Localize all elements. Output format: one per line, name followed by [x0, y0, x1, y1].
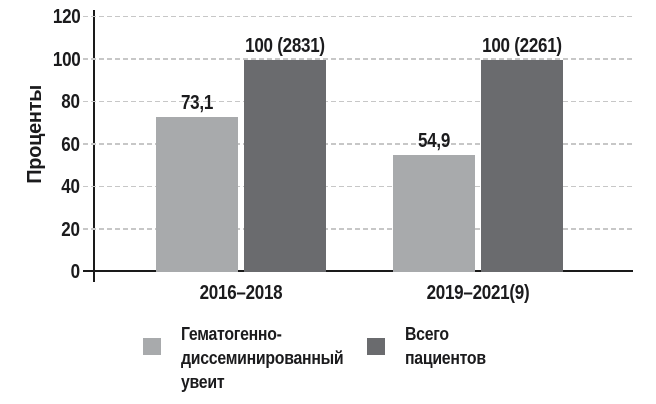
- gridline: [83, 143, 633, 145]
- bar-value-label: 54,9: [417, 130, 451, 153]
- y-tick-label: 80: [61, 91, 81, 113]
- x-category-label: 2016–2018: [199, 282, 283, 304]
- gridline: [83, 58, 633, 60]
- gridline: [83, 100, 633, 102]
- gridline: [83, 185, 633, 187]
- legend-swatch-light: [143, 338, 161, 355]
- gridline: [83, 15, 633, 17]
- x-axis-line: [83, 270, 633, 272]
- bar-value-label: 73,1: [180, 91, 214, 114]
- bar-dark-1: [481, 59, 563, 272]
- y-tick-label: 40: [61, 176, 81, 198]
- bar-light-1: [393, 155, 475, 272]
- bar-dark-0: [244, 59, 326, 272]
- legend-label: Гематогенно- диссеминированный увеит: [181, 324, 344, 392]
- legend-item-total-patients: Всего пациентов: [367, 322, 497, 370]
- plot-area: 2016–2018 2019–2021(9) 73,1 54,9 100 (2831…: [83, 10, 633, 303]
- y-axis-tick-labels: 0 20 40 60 80 100 120: [28, 6, 81, 283]
- legend-label: Всего пациентов: [405, 324, 486, 368]
- y-tick-label: 20: [61, 218, 81, 241]
- y-axis-line: [93, 10, 95, 282]
- y-tick-label: 0: [70, 261, 80, 283]
- legend-swatch-dark: [367, 338, 385, 355]
- x-category-label: 2019–2021(9): [426, 282, 530, 304]
- bar-light-0: [156, 116, 238, 272]
- bar-value-label: 100 (2261): [482, 34, 562, 57]
- y-tick-label: 100: [52, 48, 80, 71]
- bar-value-label: 100 (2831): [245, 34, 325, 57]
- y-tick-label: 120: [52, 6, 80, 28]
- gridline: [83, 228, 633, 230]
- legend-item-hematogenous-uveitis: Гематогенно- диссеминированный увеит: [143, 322, 366, 394]
- y-tick-label: 60: [61, 133, 81, 156]
